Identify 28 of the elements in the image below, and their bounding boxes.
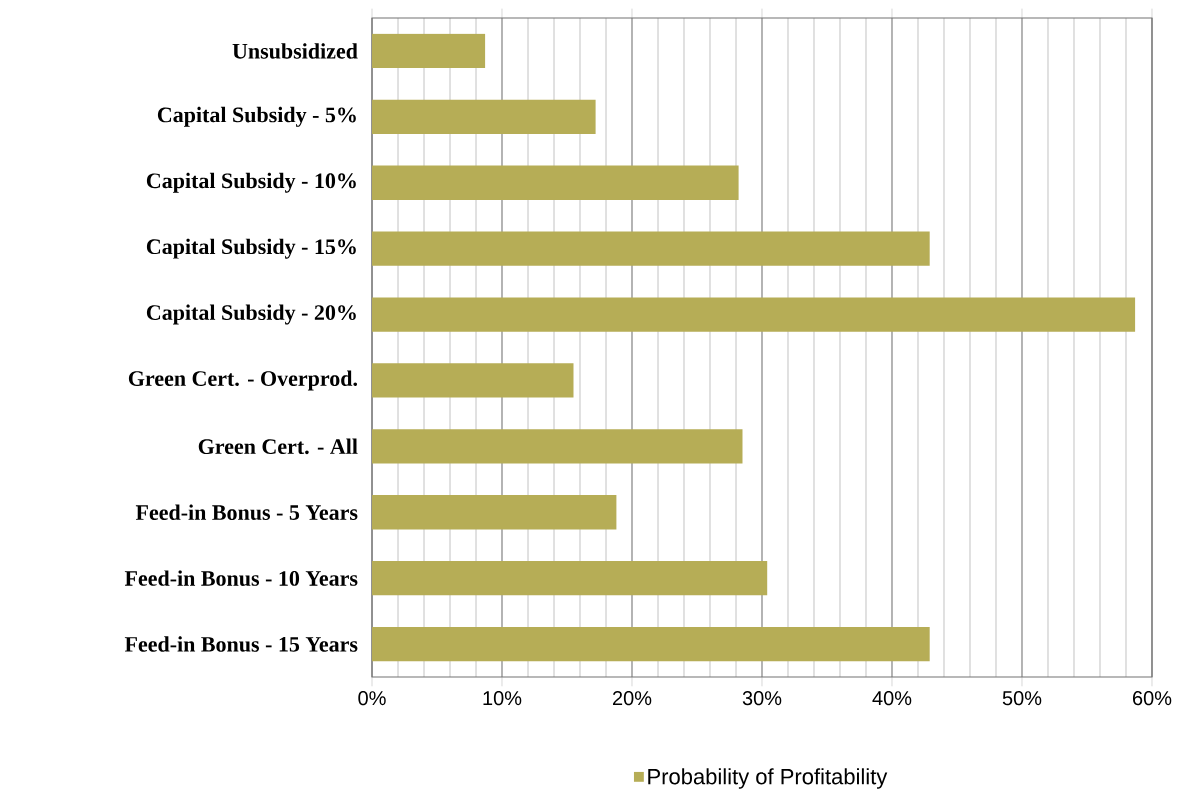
bar (372, 561, 768, 596)
x-tick-label: 60% (1133, 691, 1172, 706)
x-tick-label: 30% (742, 691, 782, 706)
y-tick-label: Feed-in Bonus - 5 Years (135, 504, 358, 521)
bar (372, 495, 617, 530)
bar (372, 363, 574, 398)
x-tick-label: 20% (612, 691, 652, 706)
bar (372, 231, 930, 267)
x-tick-label: 40% (872, 691, 912, 706)
x-tick-label: 50% (1002, 691, 1042, 706)
y-tick-label: Green Cert. - All (198, 438, 358, 455)
bar (372, 165, 739, 201)
bar (372, 99, 596, 135)
y-tick-label: Capital Subsidy - 15% (146, 238, 356, 259)
y-tick-label: Capital Subsidy - 10% (146, 172, 356, 193)
x-tick-label: 0% (358, 691, 386, 706)
y-tick-label: Feed-in Bonus - 10 Years (124, 570, 358, 587)
y-tick-label: Feed-in Bonus - 15 Years (124, 636, 358, 653)
bar (372, 297, 1136, 332)
legend-label: Probability of Profitability (648, 768, 888, 789)
bar (372, 34, 486, 69)
bar (372, 429, 743, 464)
y-tick-label: Capital Subsidy - 20% (146, 304, 356, 325)
y-tick-label: Capital Subsidy - 5% (157, 107, 356, 128)
bar (372, 627, 930, 662)
x-tick-label: 10% (483, 691, 522, 706)
y-tick-label: Green Cert. - Overprod. (128, 370, 358, 391)
y-tick-label: Unsubsidized (232, 43, 358, 59)
